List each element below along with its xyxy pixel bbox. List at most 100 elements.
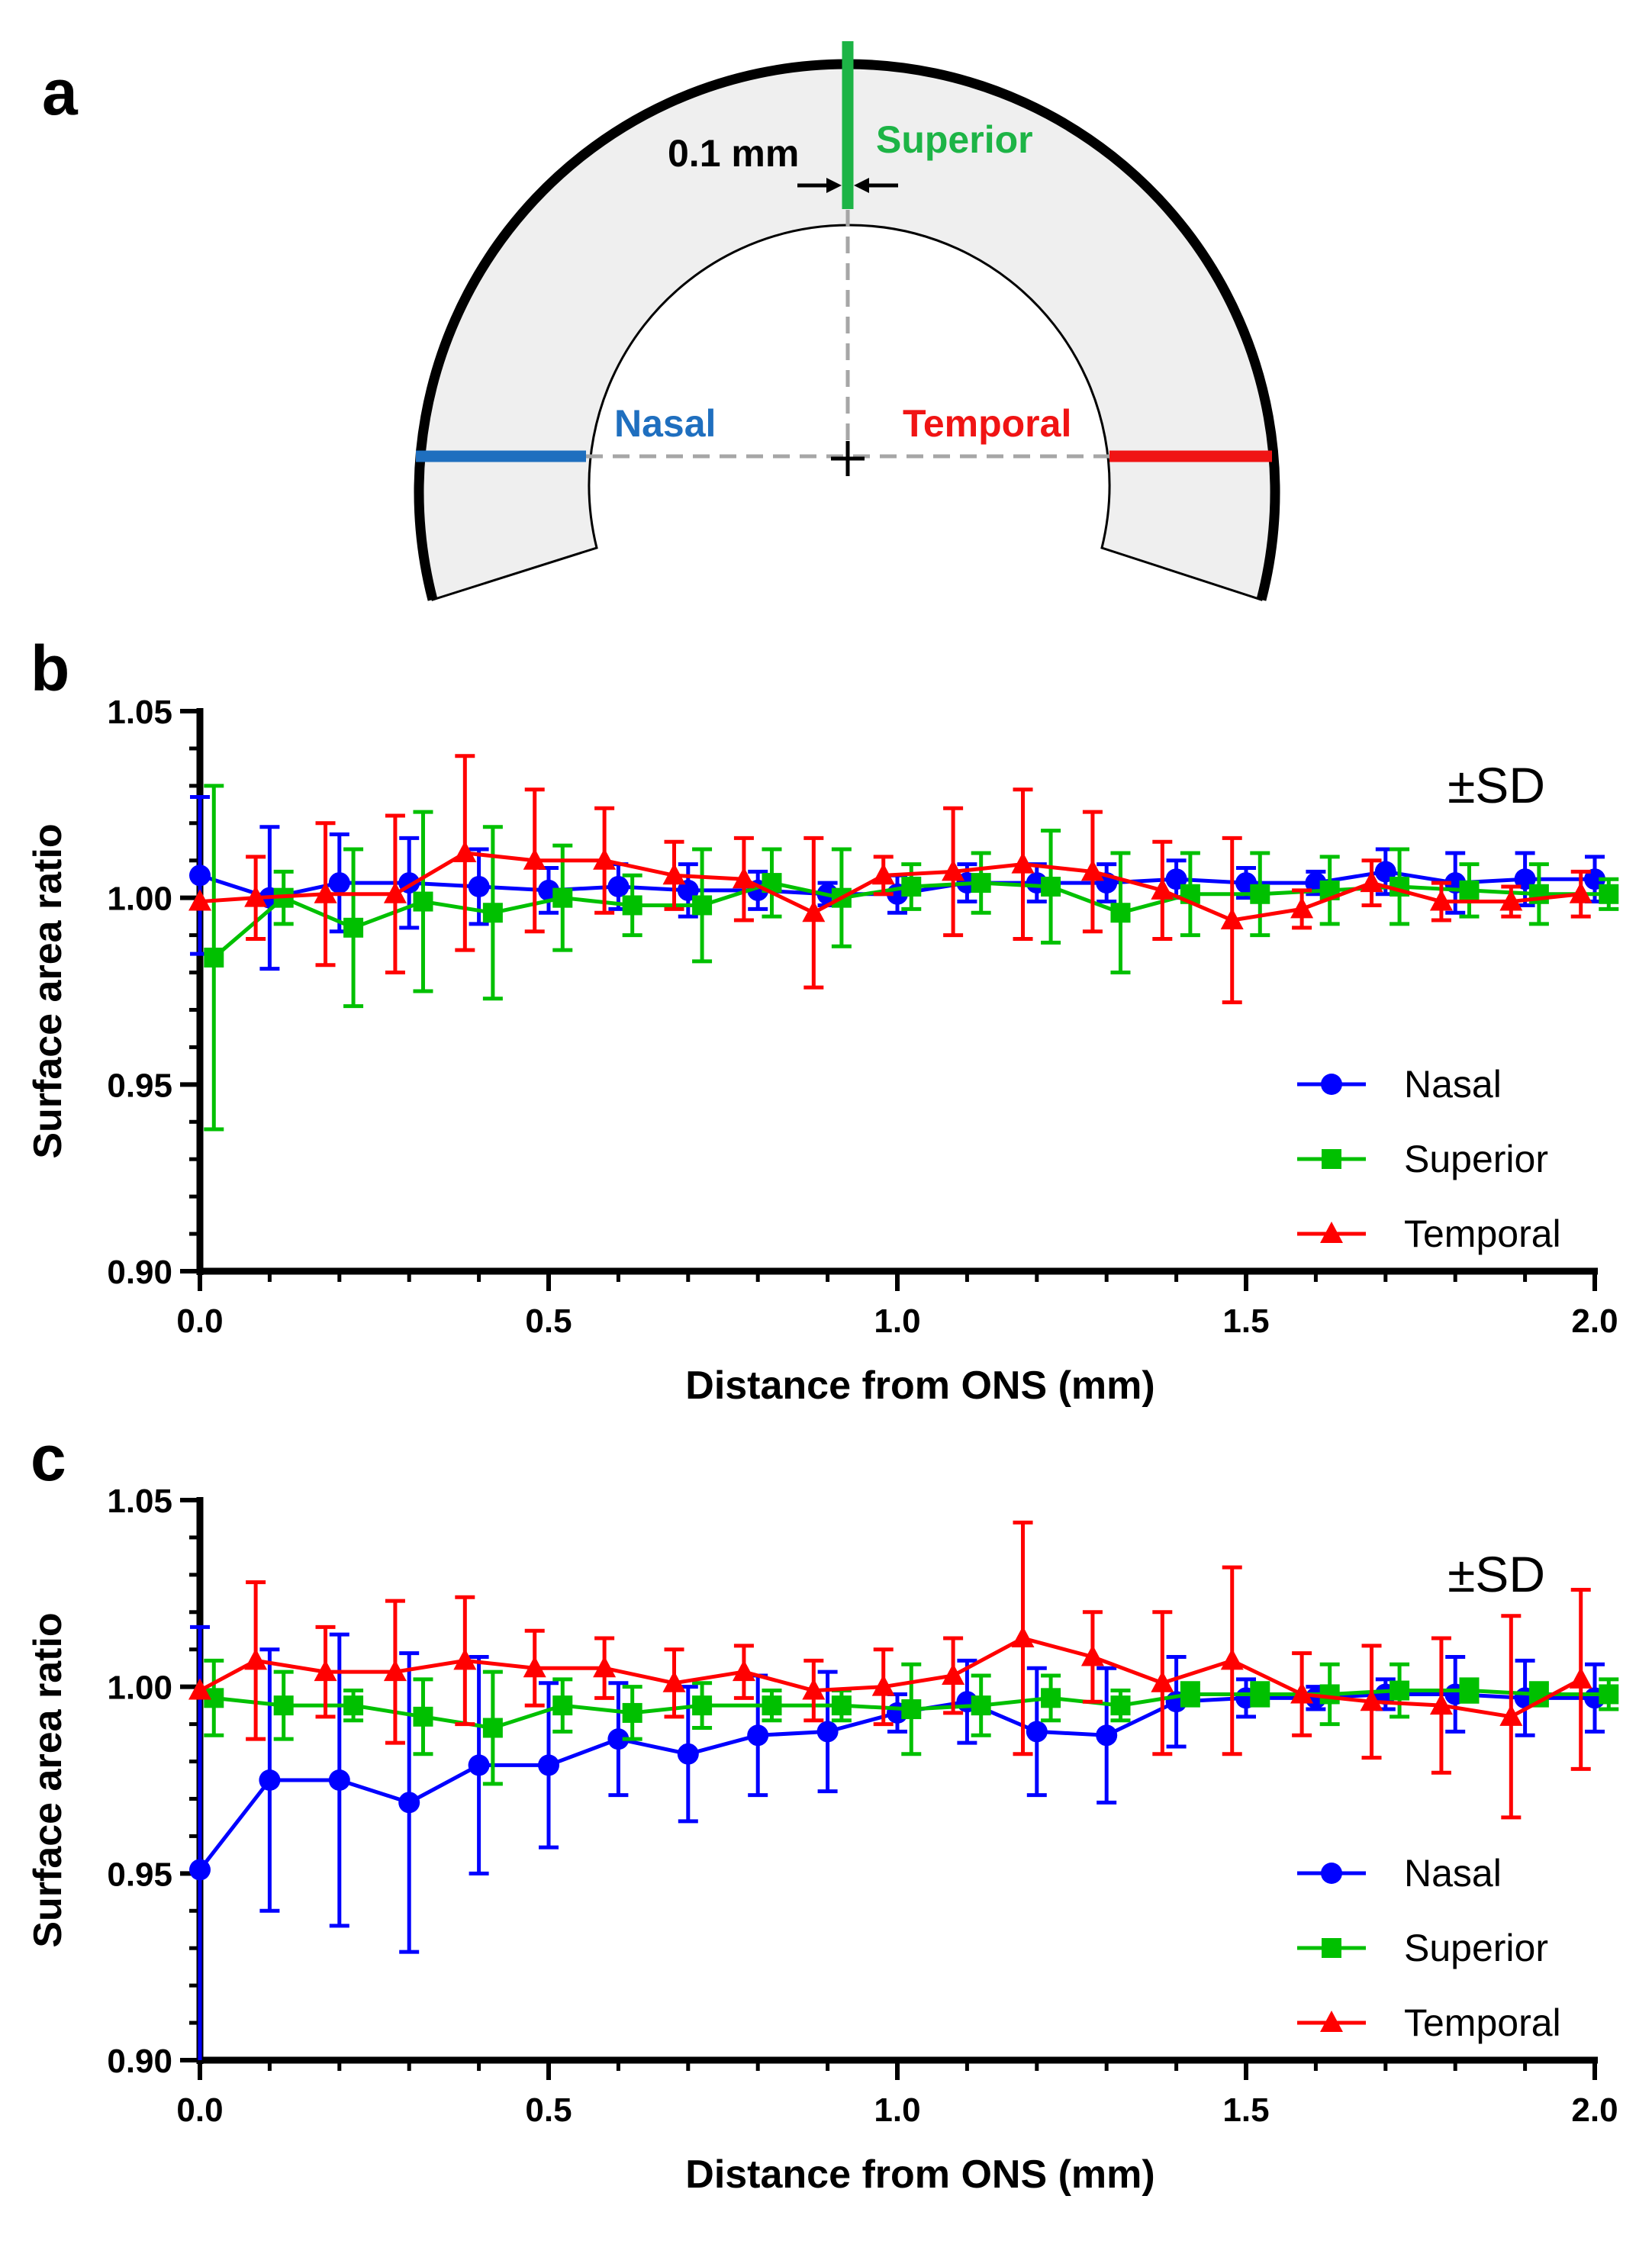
data-point-triangle (314, 1660, 337, 1682)
data-point-circle (468, 1754, 490, 1776)
data-point-triangle (523, 1656, 546, 1678)
x-tick-label: 2.0 (1571, 1302, 1618, 1340)
data-point-square (1319, 1684, 1340, 1705)
data-point-triangle (1011, 1626, 1035, 1648)
legend-marker-triangle (1320, 2011, 1343, 2032)
data-point-circle (1026, 1721, 1048, 1743)
y-tick-label: 0.95 (107, 1856, 172, 1893)
data-point-triangle (383, 1660, 407, 1682)
data-point-square (692, 1695, 713, 1716)
data-point-square (1390, 1680, 1410, 1701)
data-point-square (901, 1699, 922, 1720)
data-point-circle (677, 1743, 699, 1765)
data-point-triangle (1151, 1670, 1174, 1692)
data-point-square (273, 1695, 294, 1716)
data-point-circle (816, 1721, 839, 1743)
data-point-circle (747, 1724, 769, 1747)
data-point-circle (1096, 1724, 1118, 1747)
sd-annotation: ±SD (1448, 1546, 1545, 1602)
legend-label: Superior (1404, 1927, 1548, 1969)
data-point-square (1110, 903, 1131, 923)
data-point-triangle (453, 1648, 477, 1670)
legend-label: Nasal (1404, 1063, 1502, 1106)
data-point-square (831, 1695, 852, 1716)
superior-label: Superior (876, 118, 1033, 161)
x-axis-title: Distance from ONS (mm) (685, 1364, 1154, 1408)
series-temporal (188, 754, 1592, 1005)
y-tick-label: 1.00 (107, 881, 172, 918)
data-point-square (413, 891, 433, 912)
x-tick-label: 0.5 (525, 2091, 572, 2129)
y-tick-label: 0.90 (107, 2043, 172, 2080)
data-point-triangle (1290, 897, 1314, 919)
data-point-square (482, 903, 503, 923)
data-point-triangle (1569, 1666, 1592, 1689)
data-point-triangle (802, 900, 826, 922)
data-point-square (622, 895, 642, 916)
data-point-triangle (1569, 881, 1592, 903)
data-point-square (901, 876, 922, 897)
legend-marker-square (1322, 1149, 1341, 1169)
legend-label: Nasal (1404, 1852, 1502, 1895)
series-temporal (188, 1520, 1592, 1820)
data-point-triangle (188, 889, 211, 911)
data-point-square (1459, 1680, 1480, 1701)
sd-annotation: ±SD (1448, 757, 1545, 813)
data-point-square (1180, 1684, 1200, 1705)
data-point-square (204, 947, 224, 968)
legend-marker-triangle (1320, 1222, 1343, 1243)
data-point-circle (189, 1859, 211, 1881)
data-point-square (343, 1695, 364, 1716)
x-tick-label: 1.0 (874, 2091, 920, 2129)
data-point-square (552, 887, 573, 908)
y-tick-label: 1.05 (107, 1483, 172, 1520)
x-axis-title: Distance from ONS (mm) (685, 2152, 1154, 2197)
nasal-label: Nasal (614, 402, 716, 445)
y-tick-label: 1.00 (107, 1669, 172, 1707)
x-tick-label: 2.0 (1571, 2091, 1618, 2129)
data-point-square (971, 873, 991, 894)
data-point-square (1459, 880, 1480, 900)
x-tick-label: 1.5 (1222, 2091, 1269, 2129)
schematic: 0.1 mm Superior Nasal Temporal (414, 41, 1280, 601)
data-point-square (552, 1695, 573, 1716)
data-point-triangle (662, 1670, 686, 1692)
data-point-triangle (942, 859, 965, 881)
data-point-circle (328, 872, 350, 894)
y-axis-title: Surface area ratio (26, 823, 70, 1158)
legend-marker-square (1322, 1938, 1341, 1958)
data-point-triangle (1011, 852, 1035, 874)
data-point-square (343, 917, 364, 938)
chart-b: 0.90 0.95 1.00 1.05 0.0 0.5 1.0 1.5 2.0 Distance … (26, 694, 1619, 1408)
data-point-circle (538, 1754, 559, 1776)
panel-letter-b: b (31, 633, 69, 704)
data-point-triangle (871, 1674, 895, 1696)
data-point-triangle (1220, 1648, 1244, 1670)
data-point-square (1110, 1695, 1131, 1716)
data-point-square (482, 1718, 503, 1738)
data-point-triangle (188, 1678, 211, 1700)
chart-c: 0.90 0.95 1.00 1.05 0.0 0.5 1.0 1.5 2.0 Distance … (26, 1483, 1619, 2197)
data-point-triangle (871, 863, 895, 885)
data-point-square (413, 1706, 433, 1727)
data-point-triangle (942, 1663, 965, 1685)
panel-letter-a: a (42, 56, 79, 128)
legend-marker-circle (1321, 1074, 1342, 1095)
data-point-circle (468, 875, 490, 897)
data-point-circle (607, 875, 630, 897)
data-point-triangle (593, 848, 617, 870)
data-point-triangle (802, 1678, 826, 1700)
thickness-arrowhead-left (826, 178, 842, 193)
y-tick-label: 1.05 (107, 694, 172, 731)
data-point-triangle (244, 885, 268, 907)
data-point-circle (189, 865, 211, 887)
data-point-triangle (1080, 1644, 1104, 1666)
panel-letter-c: c (31, 1422, 66, 1494)
data-point-triangle (1220, 908, 1244, 930)
data-point-square (1599, 1684, 1619, 1705)
legend-label: Superior (1404, 1138, 1548, 1180)
data-point-triangle (1080, 859, 1104, 881)
legend-label: Temporal (1404, 2001, 1561, 2044)
data-point-square (1599, 884, 1619, 904)
